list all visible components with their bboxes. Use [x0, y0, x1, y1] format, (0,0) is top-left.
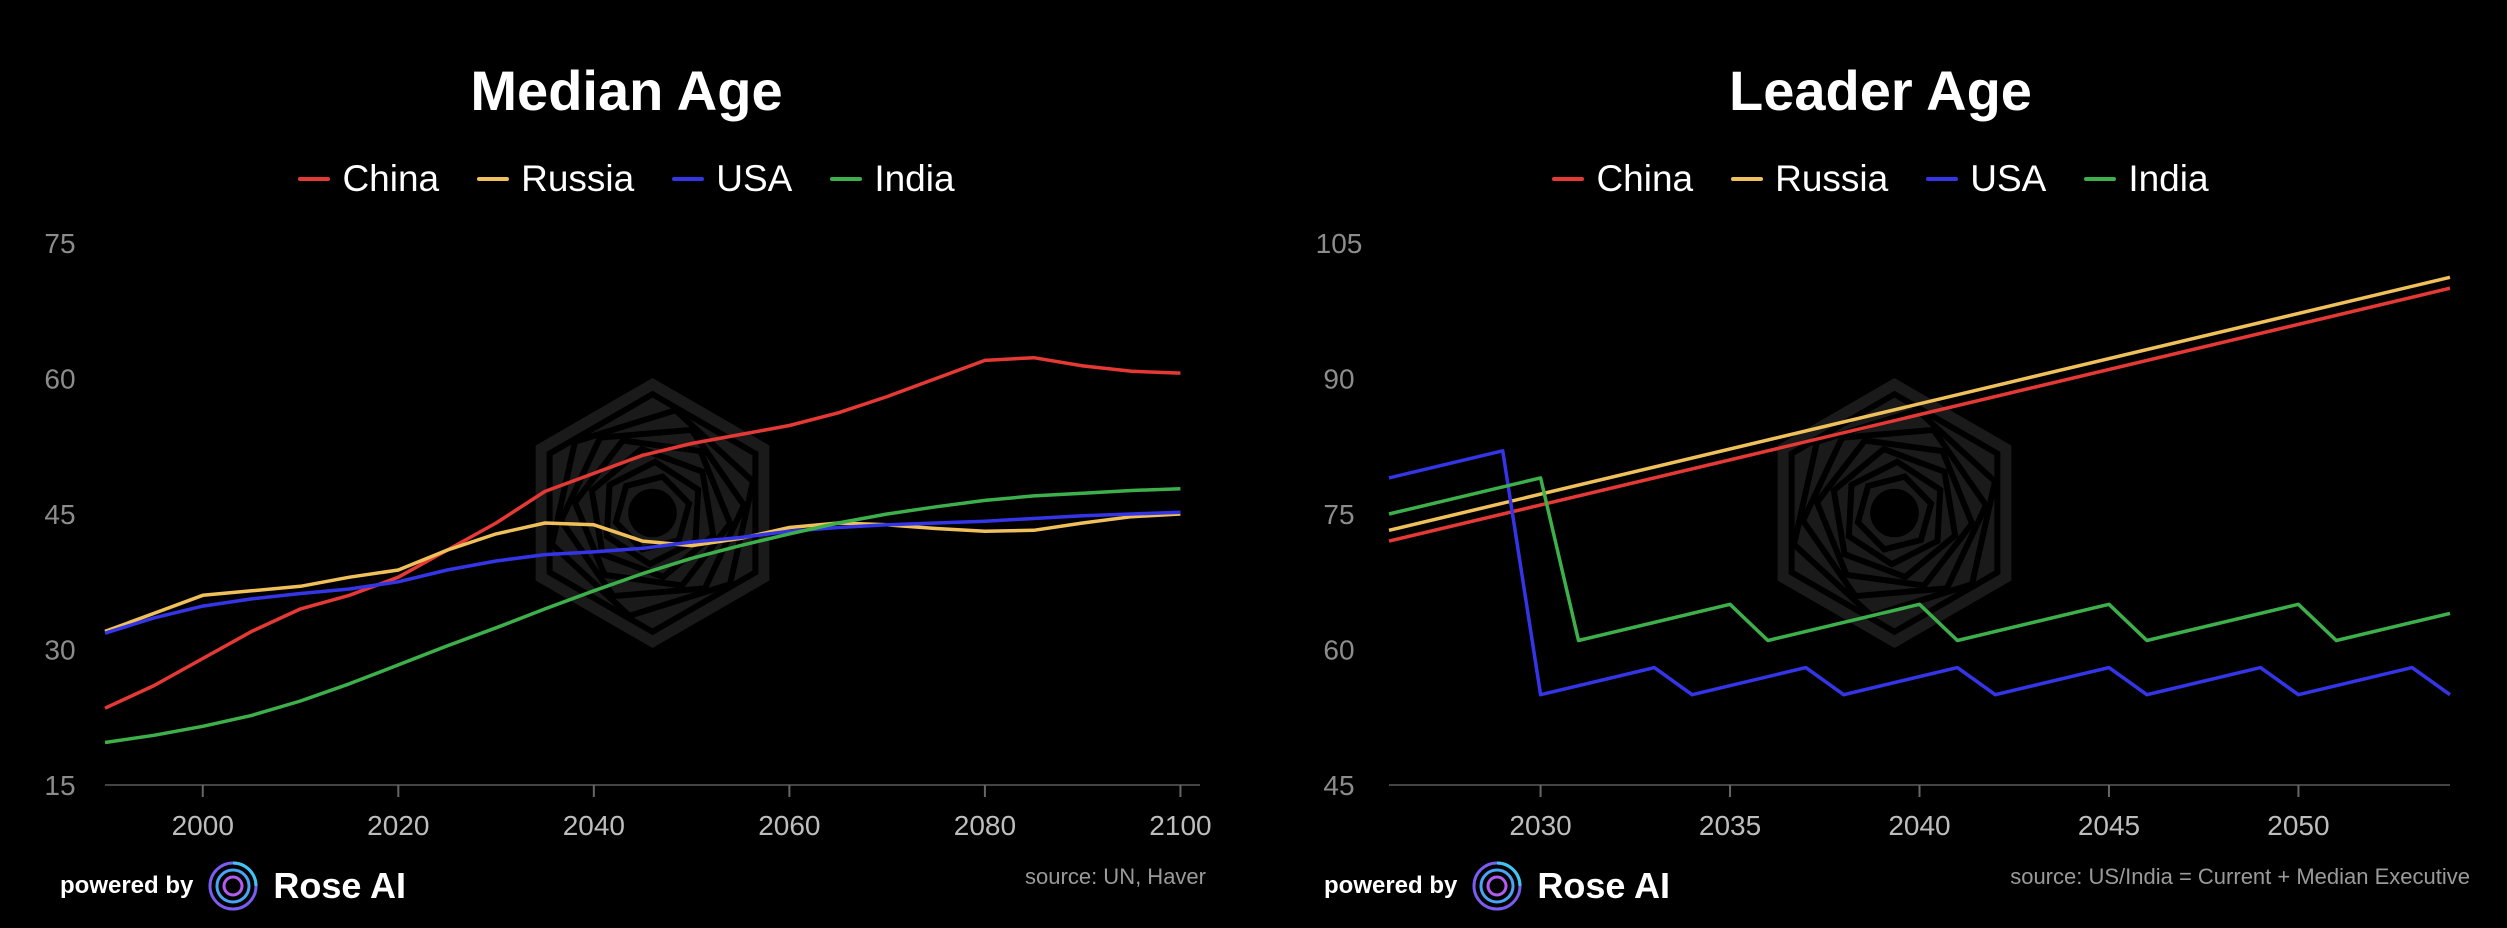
x-tick-label: 2040	[563, 810, 625, 841]
y-tick-label: 105	[1316, 228, 1363, 259]
series-line-russia	[1388, 275, 2451, 533]
x-tick-label: 2020	[367, 810, 429, 841]
legend-swatch	[298, 177, 331, 181]
series-line-india	[1388, 476, 2451, 643]
chart-title: Median Age	[470, 59, 783, 122]
y-tick-label: 15	[44, 770, 75, 801]
legend-label: India	[2128, 158, 2209, 199]
legend-swatch	[477, 177, 510, 181]
y-tick-label: 75	[44, 228, 75, 259]
x-tick-label: 2035	[1699, 810, 1761, 841]
chart-legend: China Russia USA India	[1254, 158, 2507, 200]
x-tick-label: 2045	[2078, 810, 2140, 841]
y-tick-label: 75	[1323, 499, 1354, 530]
legend-label: USA	[716, 158, 793, 199]
chart-source: source: UN, Haver	[1025, 864, 1206, 889]
y-tick-label: 45	[44, 499, 75, 530]
chart-title: Leader Age	[1729, 59, 2032, 122]
legend-label: USA	[1970, 158, 2047, 199]
legend-item-usa: USA	[672, 158, 792, 200]
brand-name: Rose AI	[1537, 865, 1671, 906]
median-age-chart-panel: Median Age China Russia USA India 15 30 45…	[0, 0, 1253, 928]
legend-label: India	[874, 158, 955, 199]
x-tick-label: 2050	[2267, 810, 2329, 841]
legend-item-china: China	[1552, 158, 1693, 200]
legend-swatch	[672, 177, 705, 181]
powered-by-brand: powered by Rose AI	[1324, 860, 1670, 912]
watermark-icon	[1777, 378, 2012, 648]
legend-label: China	[342, 158, 440, 199]
x-tick-label: 2100	[1149, 810, 1211, 841]
chart-legend: China Russia USA India	[0, 158, 1253, 200]
y-tick-label: 45	[1323, 770, 1354, 801]
legend-item-usa: USA	[1926, 158, 2046, 200]
legend-swatch	[830, 177, 863, 181]
legend-item-russia: Russia	[1731, 158, 1888, 200]
x-tick-label: 2000	[172, 810, 234, 841]
watermark-icon	[535, 378, 770, 648]
powered-by-label: powered by	[1324, 872, 1458, 899]
rose-ai-swirl-icon	[1472, 861, 1522, 911]
legend-item-china: China	[298, 158, 439, 200]
legend-label: China	[1596, 158, 1694, 199]
leader-age-chart-panel: Leader Age China Russia USA India 45 60 75…	[1254, 0, 2507, 928]
x-tick-label: 2040	[1888, 810, 1950, 841]
powered-by-brand: powered by Rose AI	[60, 860, 406, 912]
series-line-usa	[104, 510, 1181, 635]
powered-by-label: powered by	[60, 872, 194, 899]
series-line-usa	[1388, 449, 2452, 697]
series-line-russia	[104, 512, 1181, 634]
legend-item-india: India	[2084, 158, 2209, 200]
series-line-china	[104, 355, 1181, 710]
legend-label: Russia	[1775, 158, 1889, 199]
x-tick-label: 2030	[1509, 810, 1571, 841]
rose-ai-swirl-icon	[208, 861, 258, 911]
y-tick-label: 90	[1323, 364, 1354, 395]
legend-swatch	[1731, 177, 1764, 181]
legend-item-russia: Russia	[477, 158, 634, 200]
legend-item-india: India	[830, 158, 955, 200]
median-age-plot: 15 30 45 60 75 2000 2020 2040 2060 2080 2100	[44, 228, 1211, 841]
legend-swatch	[1926, 177, 1959, 181]
x-tick-label: 2080	[954, 810, 1016, 841]
legend-label: Russia	[521, 158, 635, 199]
y-tick-label: 60	[1323, 635, 1354, 666]
x-tick-label: 2060	[758, 810, 820, 841]
chart-source: source: US/India = Current + Median Exec…	[2010, 864, 2470, 889]
legend-swatch	[1552, 177, 1585, 181]
series-line-india	[104, 486, 1181, 745]
y-tick-label: 60	[44, 364, 75, 395]
series-line-china	[1388, 286, 2451, 543]
leader-age-plot: 45 60 75 90 105 2030 2035 2040 2045 2050	[1316, 228, 2452, 841]
y-tick-label: 30	[44, 635, 75, 666]
brand-name: Rose AI	[273, 865, 407, 906]
legend-swatch	[2084, 177, 2117, 181]
